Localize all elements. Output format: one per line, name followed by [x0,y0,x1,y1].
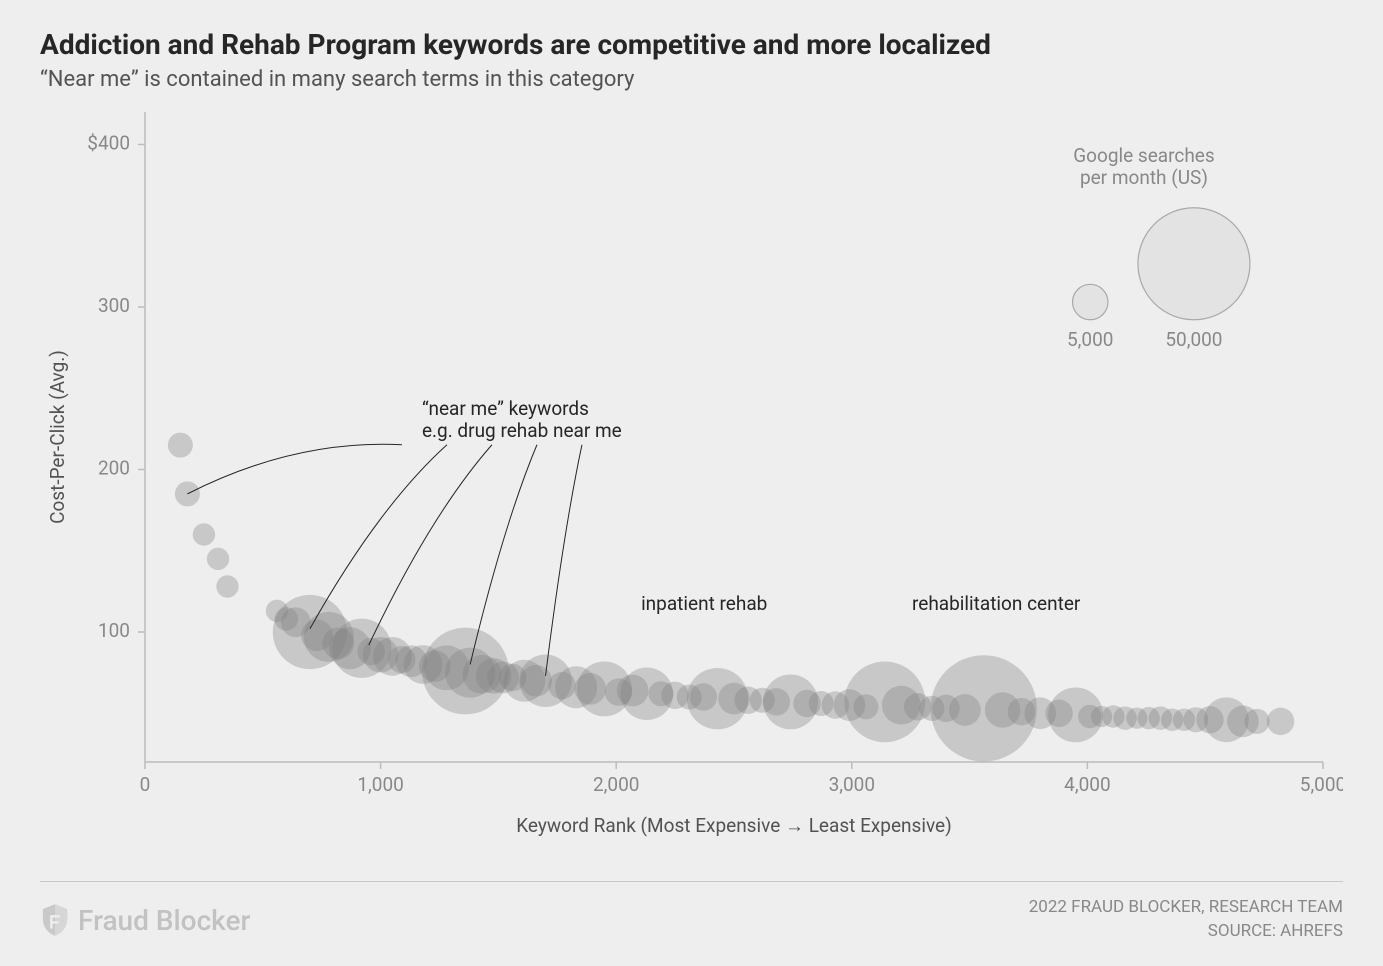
footer-rule [40,881,1343,882]
y-tick-label: 300 [98,294,130,317]
legend-label-small: 5,000 [1067,328,1113,351]
annotation-text: e.g. drug rehab near me [422,419,622,442]
shield-icon [40,903,70,937]
x-tick-label: 3,000 [829,773,875,796]
legend-bubble-small [1073,284,1108,319]
bubble [207,548,229,570]
annotation-leader [187,444,402,494]
chart-subtitle: “Near me” is contained in many search te… [40,67,1343,92]
x-axis-label: Keyword Rank (Most Expensive → Least Exp… [516,814,951,837]
legend-bubble-large [1138,208,1250,320]
legend-title: per month (US) [1080,166,1208,189]
legend-label-large: 50,000 [1165,328,1222,351]
x-tick-label: 2,000 [593,773,639,796]
credit-line-1: 2022 FRAUD BLOCKER, RESEARCH TEAM [1029,896,1343,920]
annotation-text: “near me” keywords [422,397,589,420]
bubble [1245,709,1270,734]
chart-title: Addiction and Rehab Program keywords are… [40,28,1343,61]
credit-line-2: SOURCE: AHREFS [1029,920,1343,944]
y-tick-label: $400 [87,132,130,155]
bubble [168,433,193,458]
annotation-text: inpatient rehab [641,592,767,615]
bubble-chart: 100 200 300 $400 0 1,000 2,000 3,000 4,000 5,000 K… [40,102,1343,862]
x-tick-label: 1,000 [357,773,403,796]
y-axis-label: Cost-Per-Click (Avg.) [46,350,69,524]
annotation-text: rehabilitation center [912,592,1081,615]
credit-block: 2022 FRAUD BLOCKER, RESEARCH TEAM SOURCE… [1029,896,1343,944]
annotation-leader [546,445,582,676]
y-tick-label: 200 [98,457,130,480]
brand-text: Fraud Blocker [78,904,250,937]
x-tick-label: 0 [140,773,151,796]
x-tick-label: 5,000 [1300,773,1343,796]
legend-title: Google searches [1073,144,1214,167]
y-tick-label: 100 [98,619,130,642]
bubble [216,575,238,597]
x-tick-label: 4,000 [1064,773,1110,796]
bubble [1267,708,1294,735]
bubble [193,523,215,545]
brand-logo: Fraud Blocker [40,903,250,937]
annotation-leader [369,445,492,645]
